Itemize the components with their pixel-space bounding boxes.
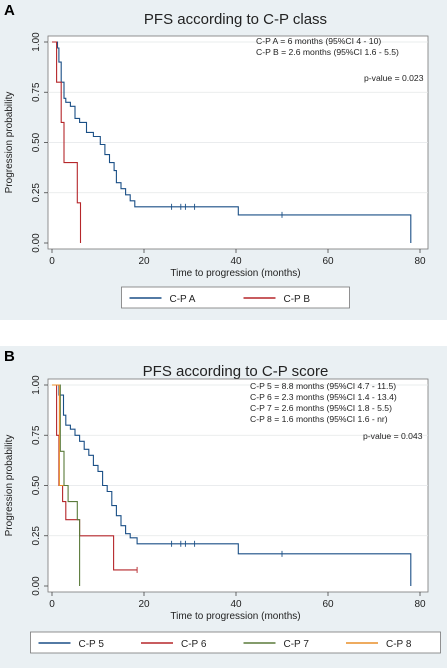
c1-legend-label-3: C-P 8 (386, 639, 412, 650)
c0-y-axis-label: Progression probability (4, 92, 15, 194)
c0-legend-label-0: C-P A (170, 294, 196, 305)
c1-annotation-2: C-P 7 = 2.6 months (95%CI 1.8 - 5.5) (250, 403, 392, 413)
c1-series-line-c-p-6 (52, 384, 138, 571)
c0-legend-label-1: C-P B (284, 294, 311, 305)
c1-annotation-4: p-value = 0.043 (363, 431, 423, 441)
c1-annotation-1: C-P 6 = 2.3 months (95%CI 1.4 - 13.4) (250, 392, 397, 402)
c1-legend-label-1: C-P 6 (181, 639, 207, 650)
panel-a: A PFS according to C-P class 0.00 0.25 0.50… (0, 0, 447, 320)
c0-y-tick-label-3: 0.75 (31, 82, 42, 102)
c0-annotation-0: C-P A = 6 months (95%CI 4 - 10) (256, 36, 381, 46)
c0-x-tick-label-1: 20 (138, 256, 150, 267)
panel-label-a: A (4, 2, 15, 19)
c1-legend-label-2: C-P 7 (284, 639, 310, 650)
c1-y-tick-label-3: 0.75 (31, 425, 42, 445)
c1-x-tick-label-3: 60 (322, 599, 334, 610)
c1-y-tick-label-2: 0.50 (31, 475, 42, 495)
c0-y-tick-label-0: 0.00 (31, 233, 42, 253)
c1-y-tick-label-1: 0.25 (31, 526, 42, 546)
c1-x-axis-label: Time to progression (months) (170, 611, 300, 622)
c0-x-tick-label-2: 40 (230, 256, 242, 267)
c1-annotation-0: C-P 5 = 8.8 months (95%CI 4.7 - 11.5) (250, 381, 396, 391)
c1-y-axis-label: Progression probability (4, 435, 15, 537)
c0-legend-box (121, 286, 350, 309)
c0-y-tick-label-4: 1.00 (31, 32, 42, 52)
c0-y-tick-label-2: 0.50 (31, 132, 42, 152)
c1-legend-box (30, 631, 441, 654)
c0-annotation-2: p-value = 0.023 (364, 73, 424, 83)
c1-x-tick-label-4: 80 (414, 599, 426, 610)
c1-x-tick-label-0: 0 (49, 599, 55, 610)
panel-label-b: B (4, 348, 15, 365)
c1-series-line-c-p-8 (52, 384, 64, 487)
c1-legend-label-0: C-P 5 (79, 639, 105, 650)
chart-b-svg: PFS according to C-P score 0.00 0.25 0.50 0.… (4, 363, 441, 654)
c0-x-axis-label: Time to progression (months) (170, 268, 300, 279)
c1-y-tick-label-4: 1.00 (31, 375, 42, 395)
c0-x-tick-label-3: 60 (322, 256, 334, 267)
c0-y-tick-label-1: 0.25 (31, 183, 42, 203)
c1-x-tick-label-2: 40 (230, 599, 242, 610)
c1-series-line-c-p-5 (52, 384, 412, 586)
c0-series-line-c-p-b (52, 41, 82, 243)
panel-b: B PFS according to C-P score 0.00 0.25 0.50… (0, 346, 447, 668)
c1-chart-title: PFS according to C-P score (143, 363, 329, 380)
c0-annotation-1: C-P B = 2.6 months (95%CI 1.6 - 5.5) (256, 47, 399, 57)
c0-chart-title: PFS according to C-P class (144, 11, 327, 28)
c1-annotation-3: C-P 8 = 1.6 months (95%CI 1.6 - nr) (250, 414, 388, 424)
c0-series-line-c-p-a (52, 41, 412, 243)
chart-a-svg: PFS according to C-P class 0.00 0.25 0.50 0.… (4, 11, 429, 309)
c1-series-line-c-p-7 (52, 384, 81, 586)
c0-x-tick-label-4: 80 (414, 256, 426, 267)
c1-x-tick-label-1: 20 (138, 599, 150, 610)
c1-y-tick-label-0: 0.00 (31, 576, 42, 596)
c0-x-tick-label-0: 0 (49, 256, 55, 267)
